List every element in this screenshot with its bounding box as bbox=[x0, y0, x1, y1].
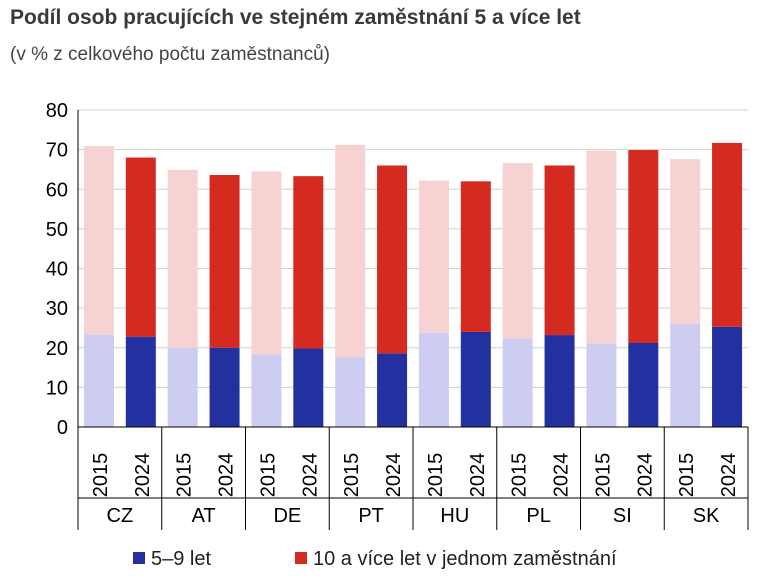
bar-si-2024-long bbox=[628, 150, 659, 343]
x-year-label: 2024 bbox=[718, 453, 740, 498]
legend-label-short: 5–9 let bbox=[151, 548, 212, 570]
bar-hu-2015-long bbox=[418, 180, 449, 333]
legend-swatch-long bbox=[295, 551, 307, 564]
bar-si-2024-short bbox=[628, 342, 659, 427]
bar-at-2015-long bbox=[167, 169, 198, 348]
chart-title: Podíl osob pracujících ve stejném zaměst… bbox=[10, 6, 581, 29]
x-country-label-cz: CZ bbox=[107, 505, 134, 527]
bar-sk-2015-short bbox=[670, 323, 701, 427]
bar-at-2024-long bbox=[209, 174, 240, 348]
bar-si-2015-long bbox=[586, 150, 617, 344]
bar-de-2024-short bbox=[293, 348, 324, 427]
chart-subtitle: (v % z celkového počtu zaměstnanců) bbox=[10, 44, 330, 65]
bar-de-2015-short bbox=[251, 354, 282, 427]
bar-cz-2015-long bbox=[83, 146, 114, 335]
x-year-label: 2024 bbox=[383, 453, 405, 498]
bar-hu-2015-short bbox=[418, 332, 449, 427]
y-tick-label: 70 bbox=[46, 140, 68, 162]
bar-pl-2024-long bbox=[544, 165, 575, 336]
x-year-label: 2015 bbox=[257, 453, 279, 498]
x-year-label: 2015 bbox=[509, 453, 531, 498]
x-country-label-pt: PT bbox=[358, 505, 384, 527]
bar-at-2015-short bbox=[167, 347, 198, 427]
bar-sk-2024-long bbox=[712, 142, 743, 327]
y-tick-label: 40 bbox=[46, 259, 68, 281]
x-year-label: 2024 bbox=[132, 453, 154, 498]
bar-pl-2015-long bbox=[502, 163, 533, 339]
bar-hu-2024-short bbox=[460, 331, 491, 427]
y-tick-label: 50 bbox=[46, 219, 68, 241]
x-year-label: 2024 bbox=[467, 453, 489, 498]
y-tick-label: 10 bbox=[46, 377, 68, 399]
bar-hu-2024-long bbox=[460, 181, 491, 332]
legend-swatch-short bbox=[133, 551, 145, 564]
x-country-label-si: SI bbox=[613, 505, 632, 527]
x-country-label-hu: HU bbox=[440, 505, 469, 527]
legend-label-long: 10 a více let v jednom zaměstnání bbox=[313, 548, 617, 570]
bar-pt-2015-long bbox=[335, 144, 366, 358]
y-tick-label: 60 bbox=[46, 179, 68, 201]
bar-sk-2024-short bbox=[712, 326, 743, 427]
bar-at-2024-short bbox=[209, 347, 240, 427]
x-year-label: 2015 bbox=[174, 453, 196, 498]
x-year-label: 2024 bbox=[216, 453, 238, 498]
x-country-label-at: AT bbox=[192, 505, 216, 527]
bar-cz-2024-short bbox=[125, 336, 156, 427]
x-year-label: 2015 bbox=[425, 453, 447, 498]
bar-cz-2024-long bbox=[125, 157, 156, 337]
x-year-label: 2024 bbox=[551, 453, 573, 498]
y-tick-label: 20 bbox=[46, 338, 68, 360]
bar-pt-2024-short bbox=[377, 353, 408, 427]
x-country-label-de: DE bbox=[273, 505, 301, 527]
y-tick-label: 80 bbox=[46, 100, 68, 122]
bar-pt-2024-long bbox=[377, 165, 408, 354]
x-year-label: 2024 bbox=[634, 453, 656, 498]
x-country-label-sk: SK bbox=[693, 505, 720, 527]
x-year-label: 2015 bbox=[341, 453, 363, 498]
bar-pl-2015-short bbox=[502, 338, 533, 427]
bar-pt-2015-short bbox=[335, 357, 366, 427]
bar-de-2015-long bbox=[251, 171, 282, 355]
bar-sk-2015-long bbox=[670, 159, 701, 324]
bar-si-2015-short bbox=[586, 343, 617, 427]
y-tick-label: 30 bbox=[46, 298, 68, 320]
bar-de-2024-long bbox=[293, 176, 324, 349]
y-tick-label: 0 bbox=[57, 417, 68, 439]
legend-item-short: 5–9 let bbox=[133, 548, 211, 571]
legend-item-long: 10 a více let v jednom zaměstnání bbox=[295, 548, 617, 571]
x-year-label: 2024 bbox=[299, 453, 321, 498]
x-country-label-pl: PL bbox=[526, 505, 550, 527]
x-year-label: 2015 bbox=[592, 453, 614, 498]
x-year-label: 2015 bbox=[676, 453, 698, 498]
bar-cz-2015-short bbox=[83, 334, 114, 427]
x-year-label: 2015 bbox=[90, 453, 112, 498]
bar-pl-2024-short bbox=[544, 335, 575, 427]
